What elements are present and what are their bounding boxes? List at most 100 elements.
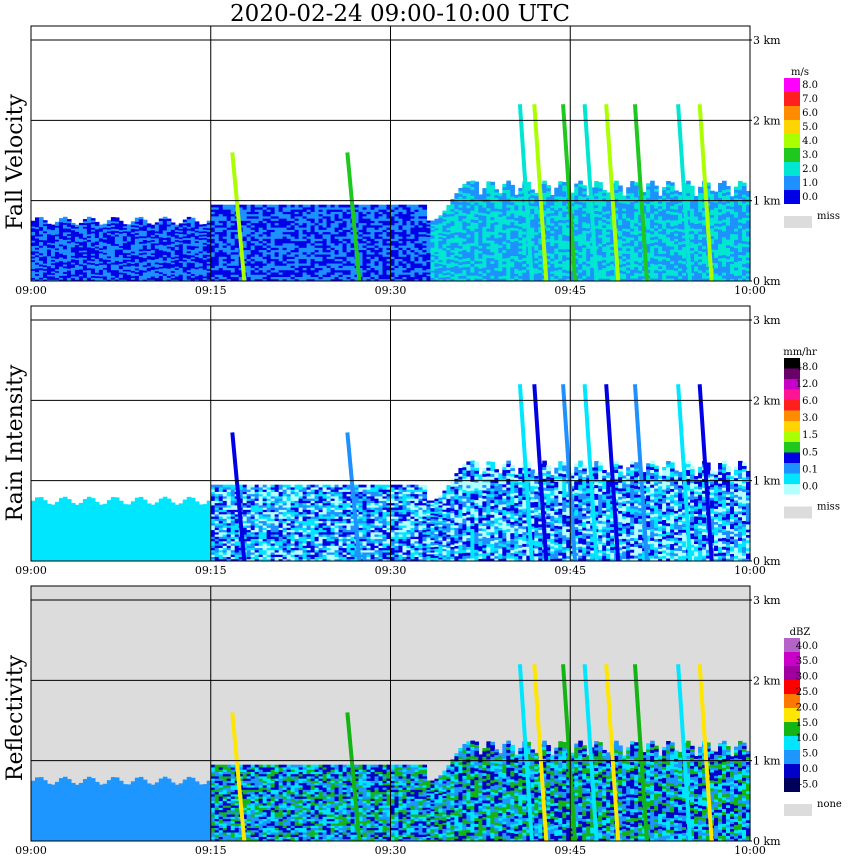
heatmap-cell: [562, 197, 567, 200]
heatmap-cell: [542, 187, 547, 190]
heatmap-cell: [490, 266, 495, 269]
heatmap-cell: [458, 188, 463, 191]
heatmap-cell: [470, 207, 475, 210]
heatmap-cell: [263, 205, 268, 208]
heatmap-cell: [47, 224, 52, 226]
heatmap-cell: [506, 243, 511, 246]
heatmap-cell: [442, 211, 447, 214]
heatmap-cell: [474, 237, 479, 240]
heatmap-cell: [470, 184, 475, 187]
heatmap-cell: [462, 238, 467, 241]
heatmap-cell: [398, 205, 403, 208]
heatmap-cell: [506, 189, 511, 192]
heatmap-cell: [462, 218, 467, 221]
heatmap-cell: [462, 204, 467, 207]
heatmap-cell: [598, 191, 603, 194]
heatmap-cell: [375, 205, 380, 208]
heatmap-cell: [578, 204, 583, 207]
heatmap-cell: [506, 269, 511, 272]
heatmap-cell: [466, 263, 471, 266]
heatmap-cell: [470, 249, 475, 252]
heatmap-cell: [558, 246, 563, 249]
heatmap-cell: [355, 205, 360, 208]
heatmap-cell: [538, 261, 543, 264]
heatmap-cell: [470, 269, 475, 272]
heatmap-cell: [167, 219, 172, 221]
heatmap-cell: [434, 219, 439, 221]
heatmap-cell: [486, 181, 491, 184]
heatmap-cell: [490, 272, 495, 275]
heatmap-cell: [598, 217, 603, 220]
heatmap-cell: [75, 225, 80, 227]
heatmap-cell: [562, 217, 567, 220]
heatmap-cell: [191, 218, 196, 220]
heatmap-cell: [502, 241, 507, 244]
heatmap-cell: [598, 264, 603, 267]
heatmap-cell: [470, 213, 475, 216]
heatmap-cell: [462, 250, 467, 253]
heatmap-cell: [574, 241, 579, 244]
heatmap-cell: [123, 224, 128, 226]
heatmap-cell: [518, 188, 523, 191]
heatmap-cell: [187, 217, 192, 219]
heatmap-cell: [486, 258, 491, 261]
heatmap-cell: [363, 205, 368, 208]
heatmap-cell: [426, 221, 431, 223]
heatmap-cell: [558, 240, 563, 243]
heatmap-cell: [506, 216, 511, 219]
heatmap-cell: [574, 206, 579, 209]
heatmap-cell: [115, 217, 120, 219]
heatmap-cell: [203, 224, 208, 226]
heatmap-cell: [462, 258, 467, 261]
heatmap-cell: [486, 275, 491, 278]
heatmap-cell: [490, 252, 495, 255]
heatmap-cell: [462, 261, 467, 264]
heatmap-cell: [446, 205, 451, 208]
heatmap-cell: [486, 190, 491, 193]
heatmap-cell: [562, 272, 567, 275]
heatmap-cell: [578, 228, 583, 231]
heatmap-cell: [79, 223, 84, 225]
heatmap-cell: [91, 218, 96, 220]
heatmap-cell: [562, 240, 567, 243]
heatmap-cell: [594, 196, 599, 199]
heatmap-cell: [462, 193, 467, 196]
heatmap-cell: [506, 187, 511, 190]
heatmap-cell: [474, 255, 479, 258]
heatmap-cell: [462, 207, 467, 210]
heatmap-cell: [83, 219, 88, 221]
heatmap-cell: [546, 244, 551, 247]
heatmap-cell: [558, 202, 563, 205]
heatmap-cell: [578, 198, 583, 201]
heatmap-cell: [474, 243, 479, 246]
heatmap-cell: [554, 188, 559, 191]
heatmap-cell: [127, 224, 132, 226]
heatmap-cell: [506, 201, 511, 204]
heatmap-cell: [466, 211, 471, 214]
heatmap-cell: [614, 198, 619, 201]
heatmap-cell: [506, 184, 511, 187]
heatmap-cell: [538, 270, 543, 273]
heatmap-cell: [147, 223, 152, 225]
heatmap-cell: [562, 252, 567, 255]
heatmap-cell: [462, 212, 467, 215]
heatmap-cell: [562, 243, 567, 246]
heatmap-cell: [470, 189, 475, 192]
heatmap-cell: [578, 213, 583, 216]
heatmap-cell: [462, 272, 467, 275]
heatmap-cell: [522, 231, 527, 234]
heatmap-cell: [502, 204, 507, 207]
heatmap-cell: [594, 219, 599, 222]
heatmap-cell: [490, 185, 495, 188]
heatmap-cell: [562, 232, 567, 235]
heatmap-cell: [391, 205, 396, 208]
heatmap-cell: [470, 204, 475, 207]
heatmap-cell: [466, 252, 471, 255]
heatmap-cell: [490, 255, 495, 258]
heatmap-cell: [562, 194, 567, 197]
heatmap-cell: [610, 264, 615, 267]
heatmap-cell: [506, 249, 511, 252]
heatmap-cell: [578, 192, 583, 195]
heatmap-cell: [474, 231, 479, 234]
heatmap-cell: [466, 184, 471, 187]
